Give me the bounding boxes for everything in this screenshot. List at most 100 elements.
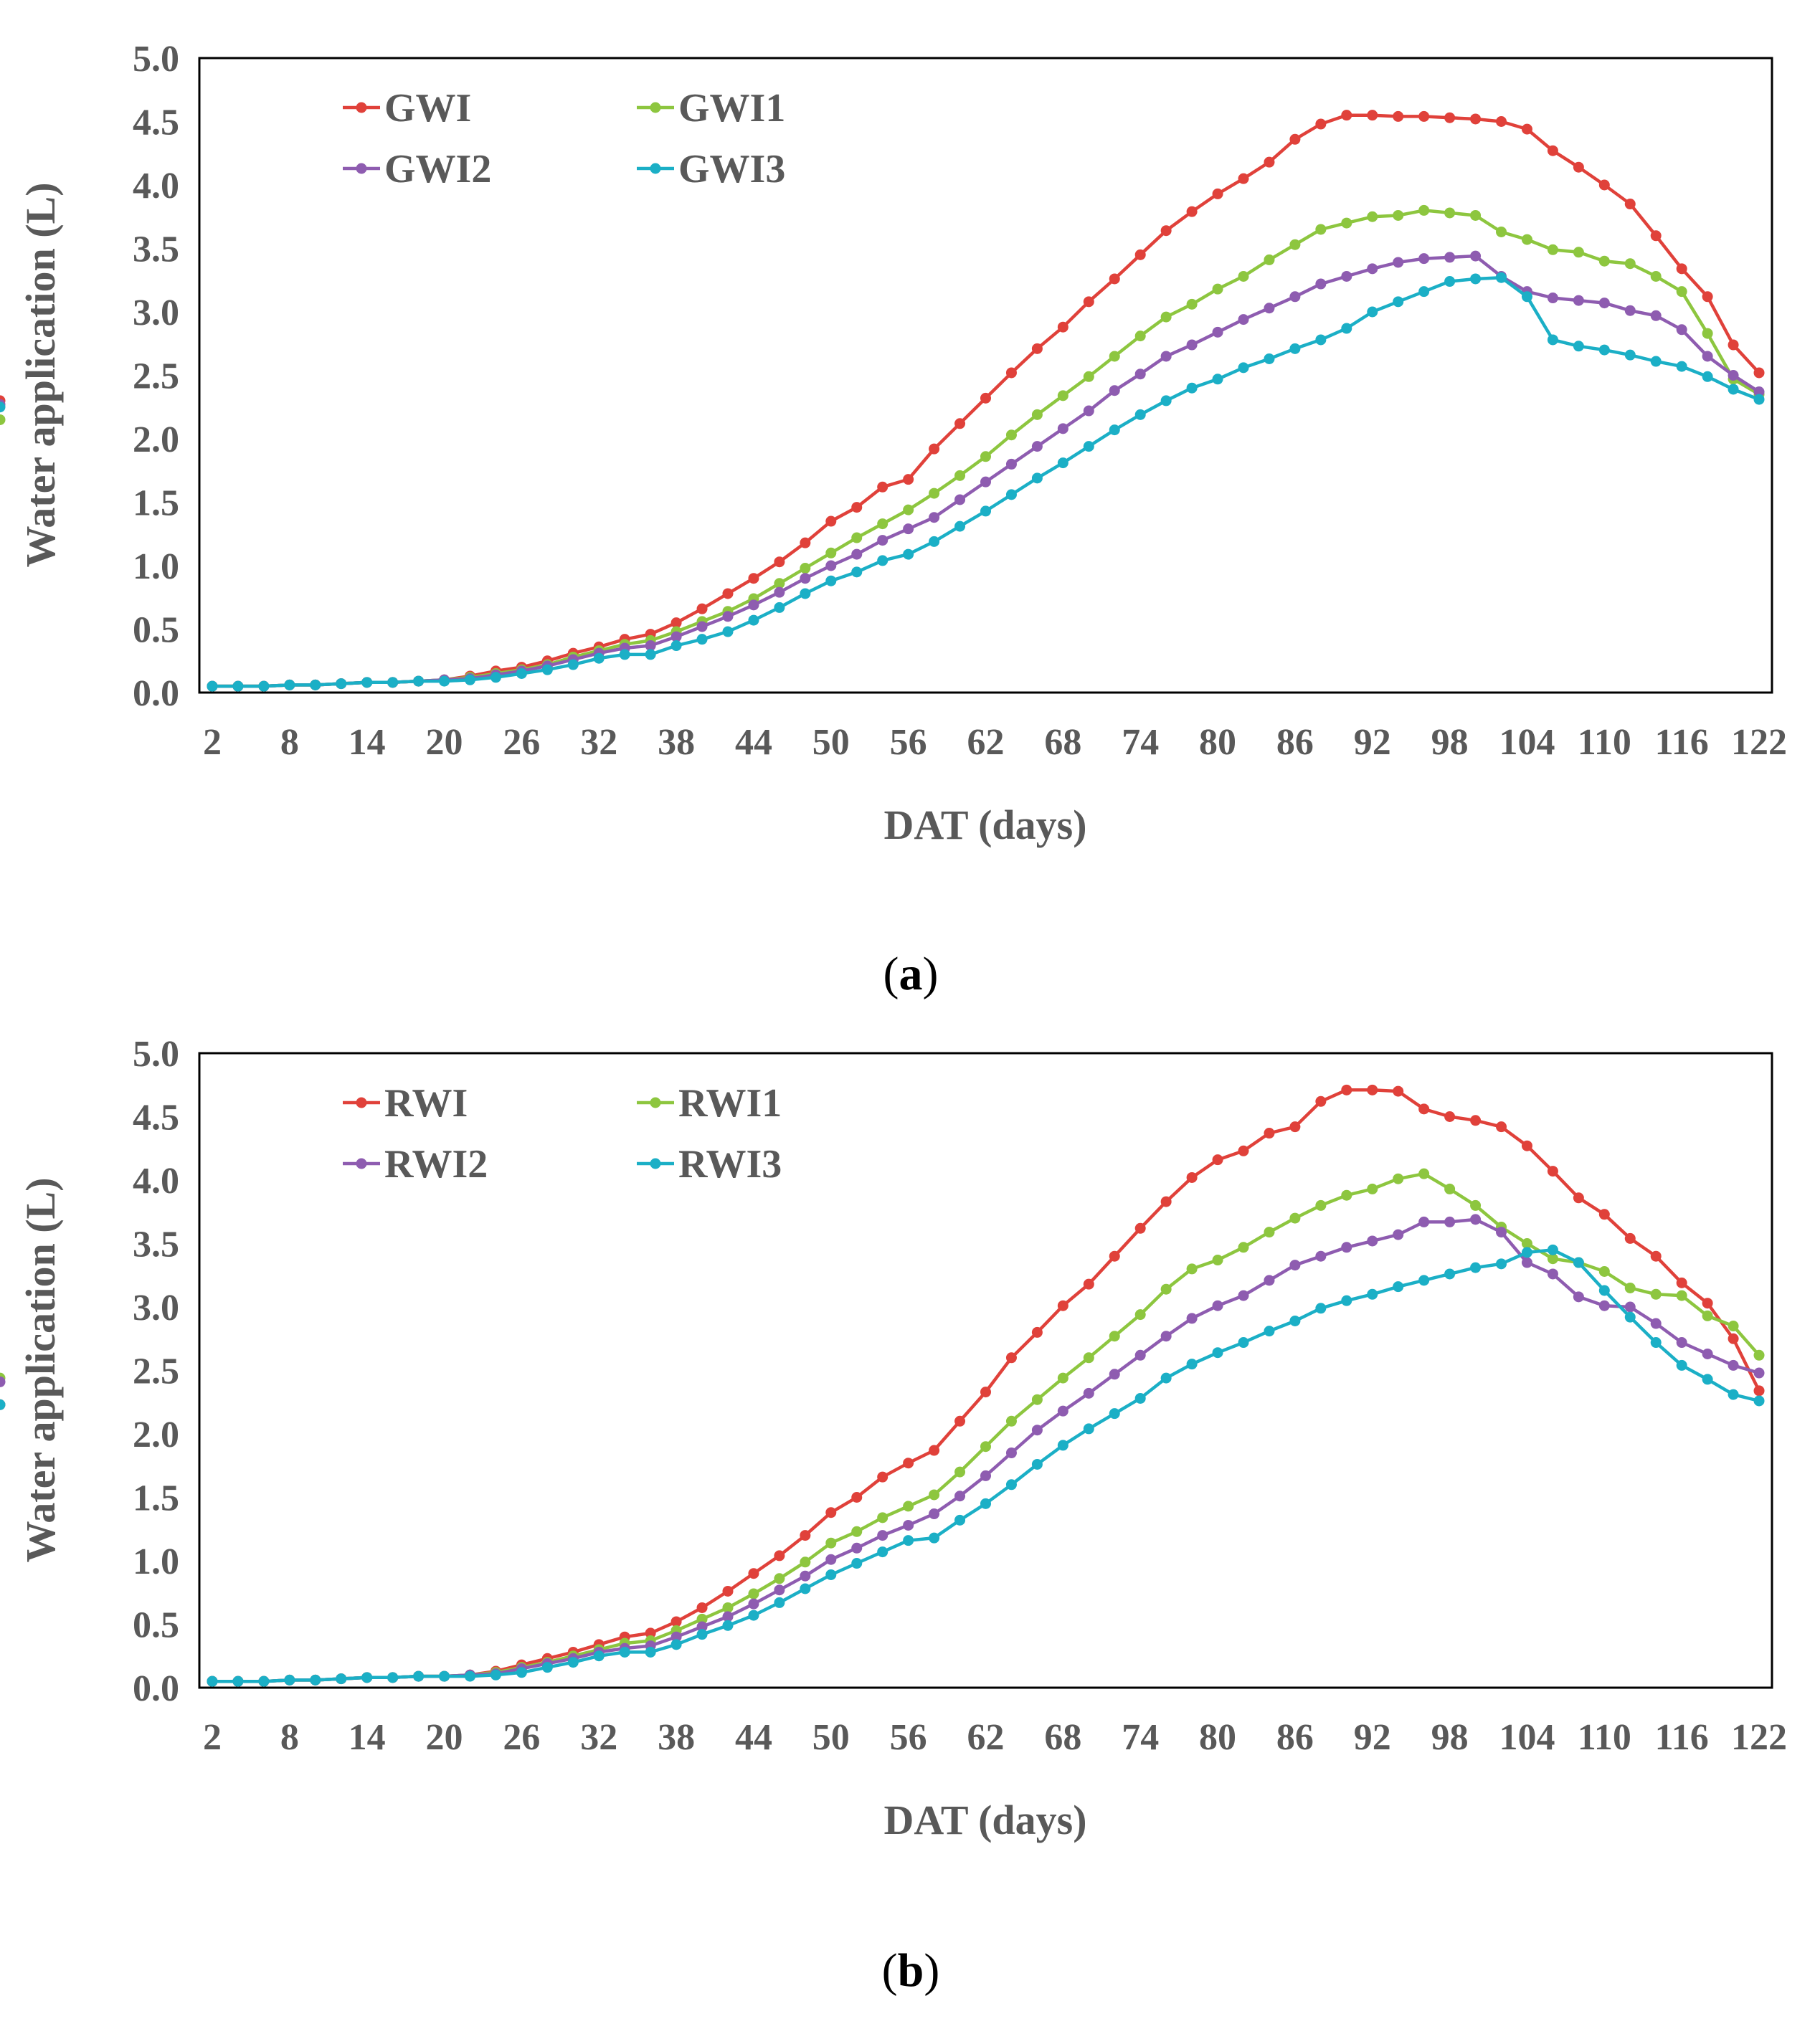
data-point xyxy=(696,603,708,614)
data-point xyxy=(1341,217,1352,229)
data-point xyxy=(1650,1250,1662,1262)
legend-label: RWI xyxy=(384,1081,468,1126)
data-point xyxy=(1393,296,1404,308)
data-point xyxy=(1444,276,1456,287)
legend: RWI RWI1 RWI2 RWI3 xyxy=(343,1081,782,1187)
x-tick-label: 86 xyxy=(1276,722,1314,763)
x-tick-label: 98 xyxy=(1431,722,1469,763)
data-point xyxy=(877,518,888,530)
data-point xyxy=(1470,250,1482,262)
data-point xyxy=(825,1569,837,1580)
legend-swatch-marker xyxy=(356,102,367,113)
data-point xyxy=(1289,133,1301,145)
data-point xyxy=(1186,1263,1198,1275)
data-point xyxy=(1598,298,1610,309)
plot-area-frame xyxy=(198,57,1773,694)
data-point xyxy=(1521,1140,1532,1151)
data-point xyxy=(1728,339,1739,351)
data-point xyxy=(310,1674,321,1686)
data-point xyxy=(1289,1121,1301,1133)
data-point xyxy=(903,504,914,515)
data-point xyxy=(387,1672,399,1683)
data-point xyxy=(670,631,682,642)
data-point xyxy=(1083,1278,1094,1290)
series-layer xyxy=(0,1084,1765,1687)
data-point xyxy=(1160,351,1172,362)
data-point xyxy=(284,1674,295,1686)
data-point xyxy=(1393,1229,1404,1240)
data-point xyxy=(1444,252,1456,263)
data-point xyxy=(851,566,863,578)
legend-swatch-marker xyxy=(356,1158,367,1169)
data-point xyxy=(1470,1115,1482,1126)
data-point xyxy=(670,617,682,629)
x-tick-label: 50 xyxy=(812,722,850,763)
data-point xyxy=(1418,204,1430,216)
x-tick-label: 92 xyxy=(1354,1717,1391,1758)
data-point xyxy=(1005,1448,1017,1459)
data-point xyxy=(1418,1168,1430,1179)
data-point xyxy=(1624,258,1636,270)
data-point xyxy=(903,523,914,535)
data-point xyxy=(1702,351,1713,362)
data-point xyxy=(1521,123,1532,135)
data-point xyxy=(1418,110,1430,122)
y-tick-label: 1.0 xyxy=(133,546,179,587)
data-point xyxy=(954,520,966,532)
data-point xyxy=(877,1512,888,1524)
y-tick-label: 0.0 xyxy=(133,673,179,714)
data-point xyxy=(1109,424,1120,436)
data-point xyxy=(980,1387,991,1398)
data-point xyxy=(1212,1347,1223,1359)
legend-swatch-marker xyxy=(650,1097,661,1108)
data-point xyxy=(1367,1235,1378,1247)
data-point xyxy=(1367,110,1378,121)
x-tick-label: 80 xyxy=(1199,1717,1236,1758)
data-point xyxy=(1418,286,1430,298)
x-tick-label: 122 xyxy=(1731,1717,1787,1758)
legend-label: GWI xyxy=(384,86,471,130)
y-tick-label: 4.5 xyxy=(133,103,179,143)
data-point xyxy=(980,476,991,488)
data-point xyxy=(1264,1227,1275,1238)
data-point xyxy=(1650,1288,1662,1300)
data-point xyxy=(1083,296,1094,308)
data-point xyxy=(1547,145,1558,156)
data-point xyxy=(1057,390,1068,401)
data-point xyxy=(903,1519,914,1531)
x-tick-label: 104 xyxy=(1499,722,1555,763)
data-point xyxy=(1315,334,1327,346)
data-point xyxy=(1238,270,1249,282)
data-point xyxy=(490,672,501,683)
x-tick-label: 68 xyxy=(1044,1717,1081,1758)
data-point xyxy=(1650,230,1662,242)
data-point xyxy=(1031,343,1043,354)
data-point xyxy=(877,1471,888,1483)
data-point xyxy=(413,1670,425,1682)
data-point xyxy=(1444,1268,1456,1280)
data-point xyxy=(903,474,914,485)
data-point xyxy=(413,675,425,687)
x-tick-label: 2 xyxy=(203,1717,222,1758)
data-point xyxy=(1341,110,1352,121)
data-point xyxy=(1057,321,1068,333)
data-point xyxy=(1264,1275,1275,1286)
data-point xyxy=(1753,1385,1765,1397)
data-point xyxy=(670,640,682,652)
data-point xyxy=(696,1613,708,1625)
y-tick-label: 1.5 xyxy=(133,483,179,524)
data-point xyxy=(1212,1300,1223,1311)
y-axis-title: Water application (L) xyxy=(17,182,64,567)
data-point xyxy=(1134,369,1146,380)
data-point xyxy=(851,532,863,543)
data-point xyxy=(1315,1303,1327,1314)
x-tick-label: 68 xyxy=(1044,722,1081,763)
data-point xyxy=(774,1550,785,1561)
data-point xyxy=(929,1445,940,1456)
data-point xyxy=(1057,457,1068,469)
data-point xyxy=(1444,1216,1456,1227)
data-point xyxy=(1031,441,1043,452)
data-point xyxy=(1083,371,1094,382)
data-point xyxy=(1753,367,1765,379)
y-tick-label: 2.5 xyxy=(133,1351,179,1392)
